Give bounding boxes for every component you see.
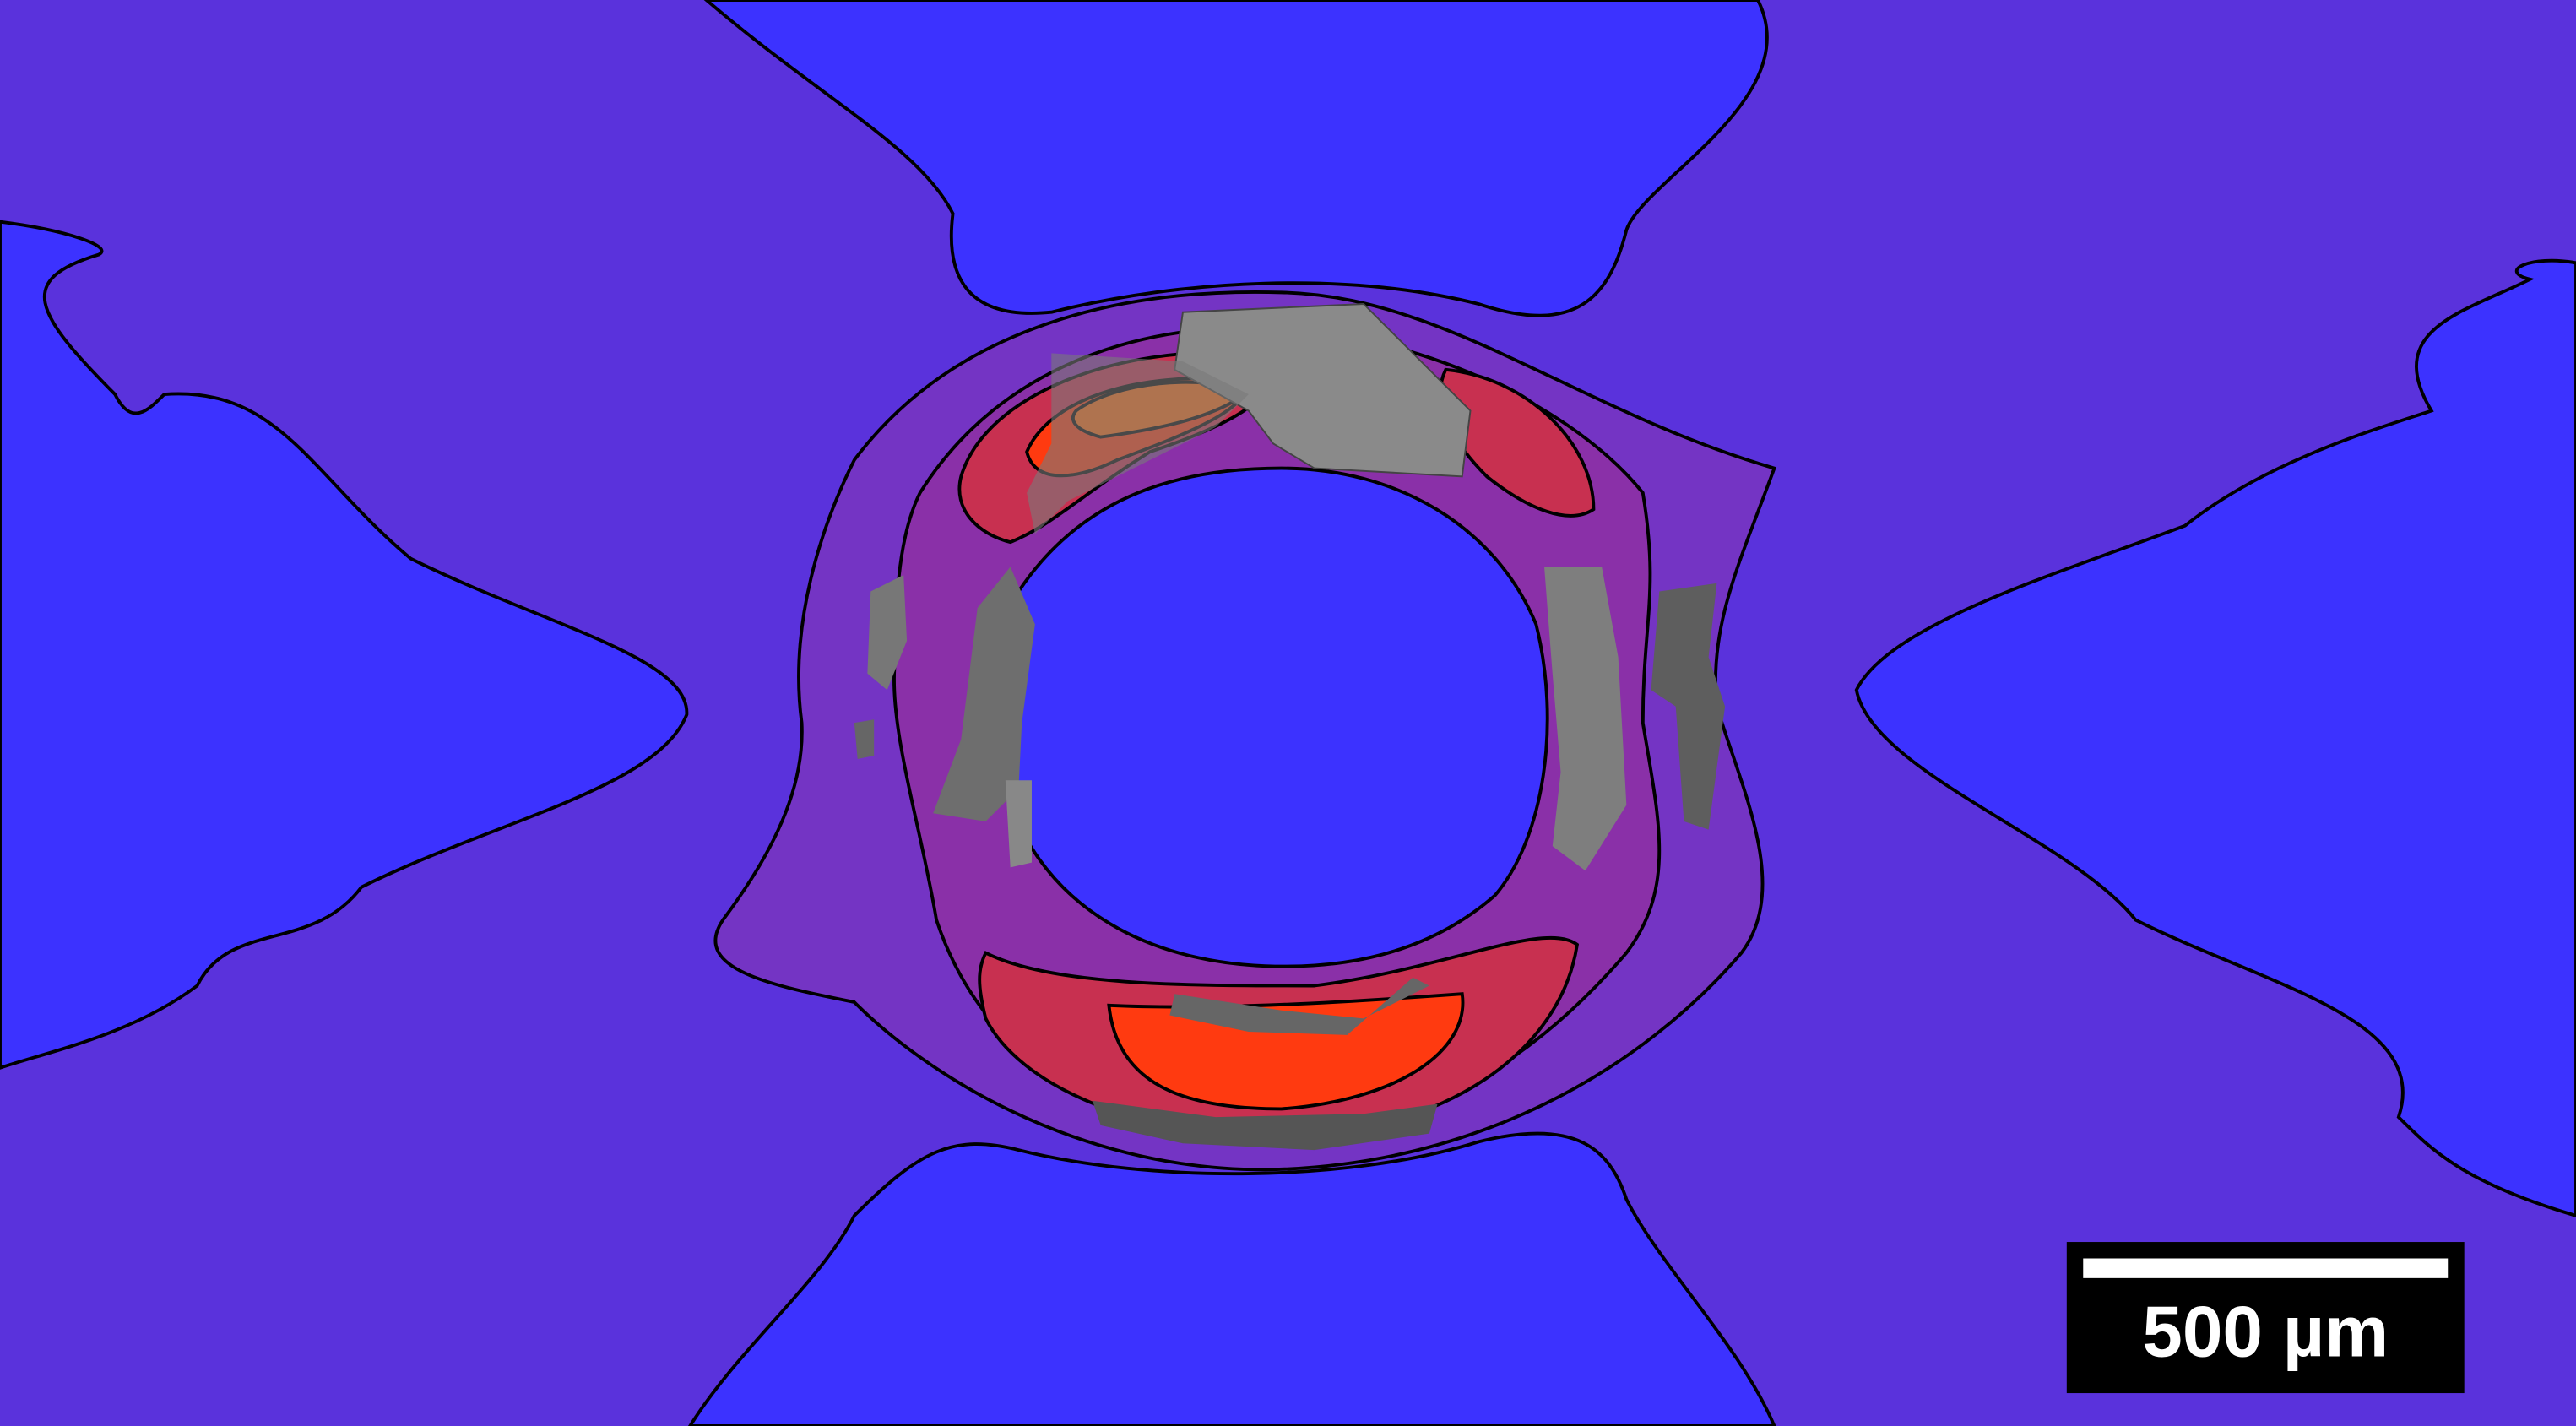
bottom-hot-core xyxy=(1107,992,1465,1111)
gray-patch xyxy=(854,719,875,759)
blue-region-top xyxy=(703,0,1769,317)
gray-patch xyxy=(867,575,908,691)
gray-patch xyxy=(1005,780,1032,868)
blue-region-bottom xyxy=(687,1131,1776,1426)
scale-bar-label: 500 µm xyxy=(2142,1292,2389,1373)
blue-region-right xyxy=(1854,258,2576,1217)
gray-patch xyxy=(1651,583,1726,830)
scale-bar xyxy=(2083,1258,2449,1278)
blue-region-left xyxy=(0,220,689,1070)
gray-patch xyxy=(1169,977,1429,1035)
gray-patch xyxy=(1544,567,1627,871)
gray-patch xyxy=(1027,353,1249,534)
gray-patch xyxy=(933,567,1035,821)
gray-patch xyxy=(1092,1100,1438,1151)
ring-center xyxy=(990,466,1549,968)
